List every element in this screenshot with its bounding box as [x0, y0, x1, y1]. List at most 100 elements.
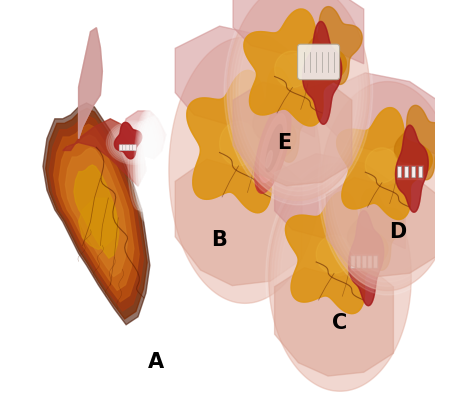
Polygon shape [43, 103, 150, 325]
Polygon shape [244, 9, 346, 126]
Polygon shape [49, 116, 144, 311]
Polygon shape [169, 37, 321, 303]
Polygon shape [285, 192, 388, 314]
Ellipse shape [324, 86, 451, 286]
Polygon shape [347, 189, 404, 270]
Ellipse shape [321, 82, 454, 291]
Ellipse shape [133, 120, 156, 213]
Polygon shape [79, 28, 102, 139]
Ellipse shape [169, 37, 321, 303]
Ellipse shape [166, 32, 324, 309]
Polygon shape [79, 198, 118, 249]
Ellipse shape [272, 168, 408, 386]
Ellipse shape [137, 106, 168, 227]
Ellipse shape [140, 103, 175, 230]
Ellipse shape [233, 0, 364, 191]
FancyBboxPatch shape [119, 145, 123, 151]
Ellipse shape [135, 109, 161, 223]
Ellipse shape [274, 173, 405, 382]
Ellipse shape [318, 77, 457, 295]
Polygon shape [365, 148, 399, 183]
FancyBboxPatch shape [368, 256, 372, 268]
Ellipse shape [138, 117, 165, 215]
Ellipse shape [146, 113, 178, 220]
Ellipse shape [112, 125, 156, 160]
Polygon shape [59, 135, 134, 290]
Polygon shape [79, 28, 102, 139]
Ellipse shape [278, 177, 402, 377]
FancyBboxPatch shape [123, 145, 126, 151]
Ellipse shape [136, 118, 161, 214]
FancyBboxPatch shape [362, 256, 366, 268]
Polygon shape [175, 159, 302, 286]
Ellipse shape [266, 158, 414, 396]
Polygon shape [395, 125, 428, 212]
Ellipse shape [230, 0, 367, 196]
Ellipse shape [131, 121, 152, 211]
Polygon shape [285, 192, 388, 314]
Ellipse shape [227, 0, 370, 200]
Text: D: D [389, 222, 406, 242]
Text: B: B [211, 230, 227, 249]
Ellipse shape [134, 111, 158, 222]
Ellipse shape [182, 59, 308, 281]
Polygon shape [337, 108, 432, 219]
Ellipse shape [239, 0, 358, 182]
Polygon shape [274, 268, 393, 376]
Ellipse shape [236, 0, 361, 187]
Polygon shape [114, 122, 142, 159]
FancyBboxPatch shape [351, 256, 355, 268]
Polygon shape [187, 70, 296, 213]
Polygon shape [122, 111, 166, 158]
Polygon shape [227, 0, 370, 200]
Polygon shape [54, 124, 139, 302]
Polygon shape [187, 70, 296, 213]
FancyBboxPatch shape [405, 167, 409, 178]
Polygon shape [74, 165, 119, 258]
Ellipse shape [142, 99, 182, 234]
Polygon shape [394, 105, 447, 180]
Ellipse shape [265, 150, 273, 168]
FancyBboxPatch shape [374, 256, 378, 268]
Ellipse shape [110, 124, 158, 162]
Polygon shape [337, 108, 432, 219]
Polygon shape [395, 125, 428, 212]
Polygon shape [321, 82, 454, 291]
Ellipse shape [269, 163, 411, 391]
Polygon shape [175, 26, 315, 137]
FancyBboxPatch shape [356, 256, 361, 268]
Text: C: C [332, 313, 347, 333]
Polygon shape [302, 21, 342, 124]
Ellipse shape [138, 104, 172, 228]
Polygon shape [327, 177, 438, 277]
Ellipse shape [329, 95, 446, 278]
Ellipse shape [175, 48, 315, 292]
Polygon shape [114, 122, 142, 159]
Polygon shape [63, 119, 146, 186]
Ellipse shape [108, 122, 160, 163]
Polygon shape [219, 122, 257, 166]
Polygon shape [244, 9, 346, 126]
Ellipse shape [266, 124, 283, 172]
Polygon shape [348, 211, 383, 306]
Polygon shape [306, 7, 362, 84]
Ellipse shape [141, 101, 178, 232]
Text: A: A [148, 352, 164, 372]
FancyBboxPatch shape [419, 167, 423, 178]
Ellipse shape [255, 103, 291, 193]
FancyBboxPatch shape [412, 167, 416, 178]
Ellipse shape [137, 107, 164, 225]
Polygon shape [274, 51, 310, 88]
Polygon shape [327, 73, 448, 160]
Polygon shape [233, 0, 364, 64]
FancyBboxPatch shape [129, 145, 133, 151]
FancyBboxPatch shape [398, 167, 401, 178]
Ellipse shape [332, 99, 443, 273]
Polygon shape [302, 21, 342, 124]
Polygon shape [253, 67, 313, 162]
Ellipse shape [114, 127, 154, 158]
FancyBboxPatch shape [133, 145, 136, 151]
Polygon shape [269, 163, 411, 391]
FancyBboxPatch shape [126, 145, 129, 151]
Polygon shape [233, 82, 352, 186]
